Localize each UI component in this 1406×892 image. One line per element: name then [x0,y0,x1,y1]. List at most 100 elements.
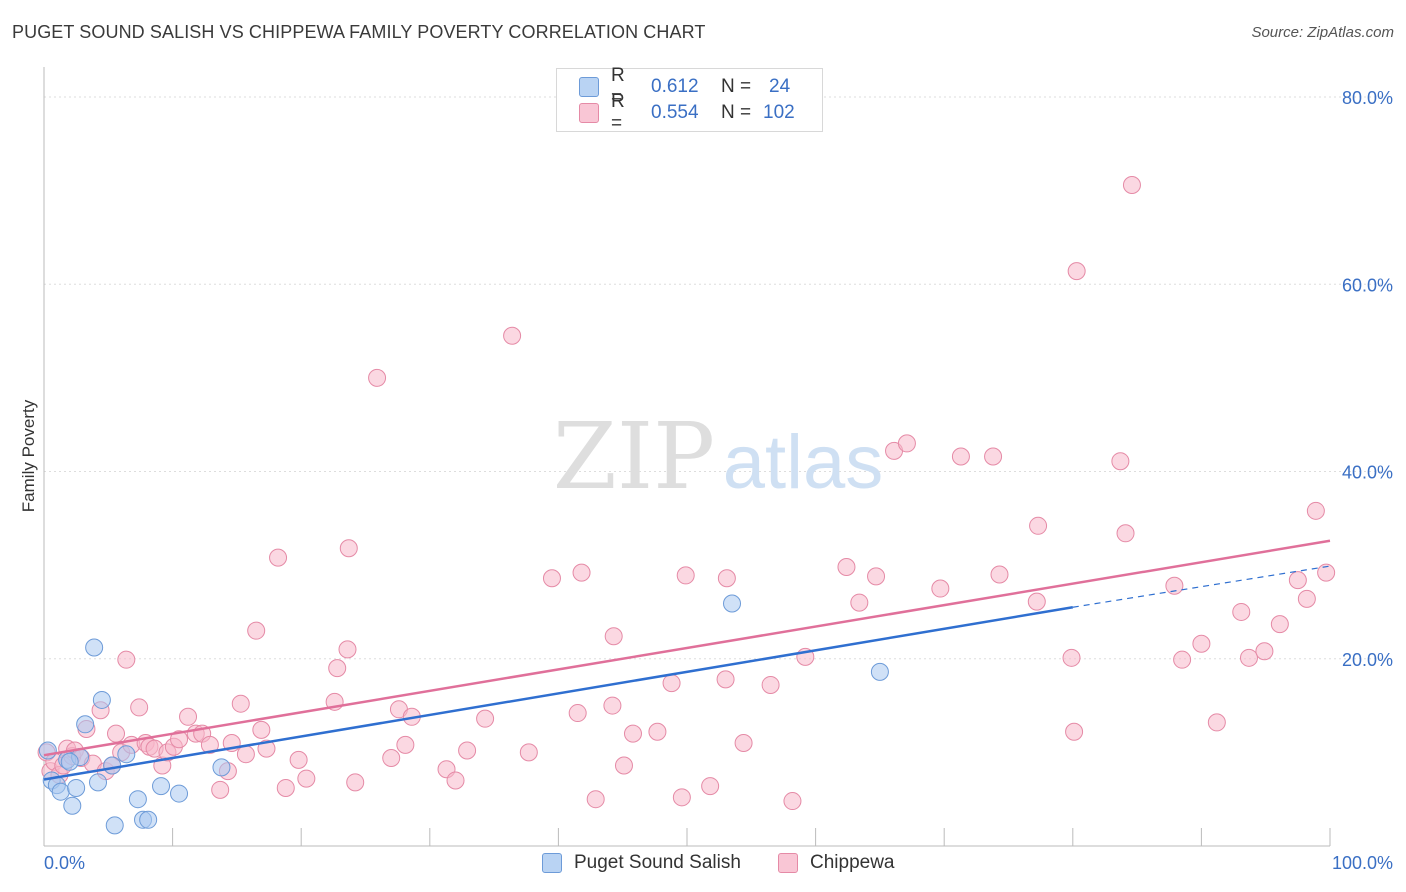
point-chippewa [1288,571,1307,590]
point-salish [105,816,124,835]
point-chippewa [701,777,720,796]
point-chippewa [837,557,856,576]
point-chippewa [297,769,316,788]
point-chippewa [1062,648,1081,667]
legend-r-label: R = [611,91,625,134]
point-chippewa [200,735,219,754]
chart-title: PUGET SOUND SALISH VS CHIPPEWA FAMILY PO… [12,22,706,42]
point-chippewa [850,593,869,612]
point-salish [870,662,889,681]
point-salish [63,796,82,815]
point-salish [152,777,171,796]
point-chippewa [269,548,288,567]
point-chippewa [252,720,271,739]
point-chippewa [1207,713,1226,732]
point-chippewa [382,748,401,767]
series-legend-salish: Puget Sound Salish [542,852,741,874]
point-chippewa [368,368,387,387]
point-chippewa [586,790,605,809]
point-chippewa [931,579,950,598]
point-salish [51,782,70,801]
legend-n-value: 24 [769,76,791,97]
point-salish [76,715,95,734]
point-salish [67,778,86,797]
legend-swatch-salish [579,77,599,97]
point-chippewa [672,788,691,807]
point-chippewa [231,694,250,713]
y-tick-label: 40.0% [1342,463,1393,483]
point-salish [723,594,742,613]
y-tick-label: 60.0% [1342,275,1393,295]
point-chippewa [236,745,255,764]
labels-layer: 80.0% 60.0% 40.0% 20.0% 0.0% 100.0% [44,88,1393,873]
point-salish [38,741,57,760]
point-chippewa [990,565,1009,584]
watermark: ZIP atlas [553,403,883,510]
point-chippewa [716,670,735,689]
point-chippewa [519,743,538,762]
legend-r-value: 0.612 [651,76,699,97]
point-chippewa [503,326,522,345]
y-tick-label: 20.0% [1342,650,1393,670]
point-chippewa [276,778,295,797]
trendline-salish-extension [1072,565,1331,608]
legend-row-chippewa: R = 0.554 N = 102 [579,91,795,134]
series-swatch-salish [542,853,562,873]
point-chippewa [1065,722,1084,741]
point-chippewa [984,447,1003,466]
point-chippewa [1317,563,1336,582]
point-chippewa [603,696,622,715]
point-chippewa [717,569,736,588]
trend-layer [43,539,1331,781]
point-chippewa [179,707,198,726]
point-chippewa [1165,576,1184,595]
point-chippewa [761,675,780,694]
point-chippewa [568,704,587,723]
point-chippewa [867,567,886,586]
point-chippewa [446,771,465,790]
point-chippewa [117,650,136,669]
point-chippewa [951,447,970,466]
y-tick-label: 80.0% [1342,88,1393,108]
point-chippewa [328,659,347,678]
x-tick-label: 0.0% [44,853,85,873]
point-salish [139,810,158,829]
point-chippewa [1122,176,1141,195]
source-label: Source: ZipAtlas.com [1251,24,1394,41]
point-chippewa [1173,650,1192,669]
point-chippewa [1067,262,1086,281]
series-legend: Puget Sound Salish Chippewa [0,852,1406,878]
legend-row-salish: R = 0.612 N = 24 [579,65,791,108]
point-chippewa [289,750,308,769]
point-chippewa [1027,592,1046,611]
legend-r-value: 0.554 [651,102,699,123]
point-chippewa [338,640,357,659]
point-chippewa [211,780,230,799]
point-chippewa [648,722,667,741]
trendline-chippewa [43,539,1331,757]
point-chippewa [897,434,916,453]
point-salish [170,784,189,803]
series-swatch-chippewa [778,853,798,873]
point-chippewa [542,569,561,588]
series-label-chippewa: Chippewa [810,852,895,873]
point-chippewa [1239,648,1258,667]
point-chippewa [1111,452,1130,471]
point-chippewa [107,724,126,743]
legend-swatch-chippewa [579,103,599,123]
point-salish [117,745,136,764]
watermark-zip: ZIP [553,403,715,510]
point-chippewa [170,730,189,749]
x-tick-label: 100.0% [1332,853,1393,873]
point-chippewa [257,739,276,758]
point-chippewa [662,674,681,693]
legend-n-label: N = [721,76,752,97]
point-salish [85,638,104,657]
point-chippewa [783,792,802,811]
series-label-salish: Puget Sound Salish [574,852,741,873]
point-chippewa [346,773,365,792]
legend-r-label: R = [611,65,625,108]
point-chippewa [1029,516,1048,535]
legend-n-value: 102 [763,102,795,123]
